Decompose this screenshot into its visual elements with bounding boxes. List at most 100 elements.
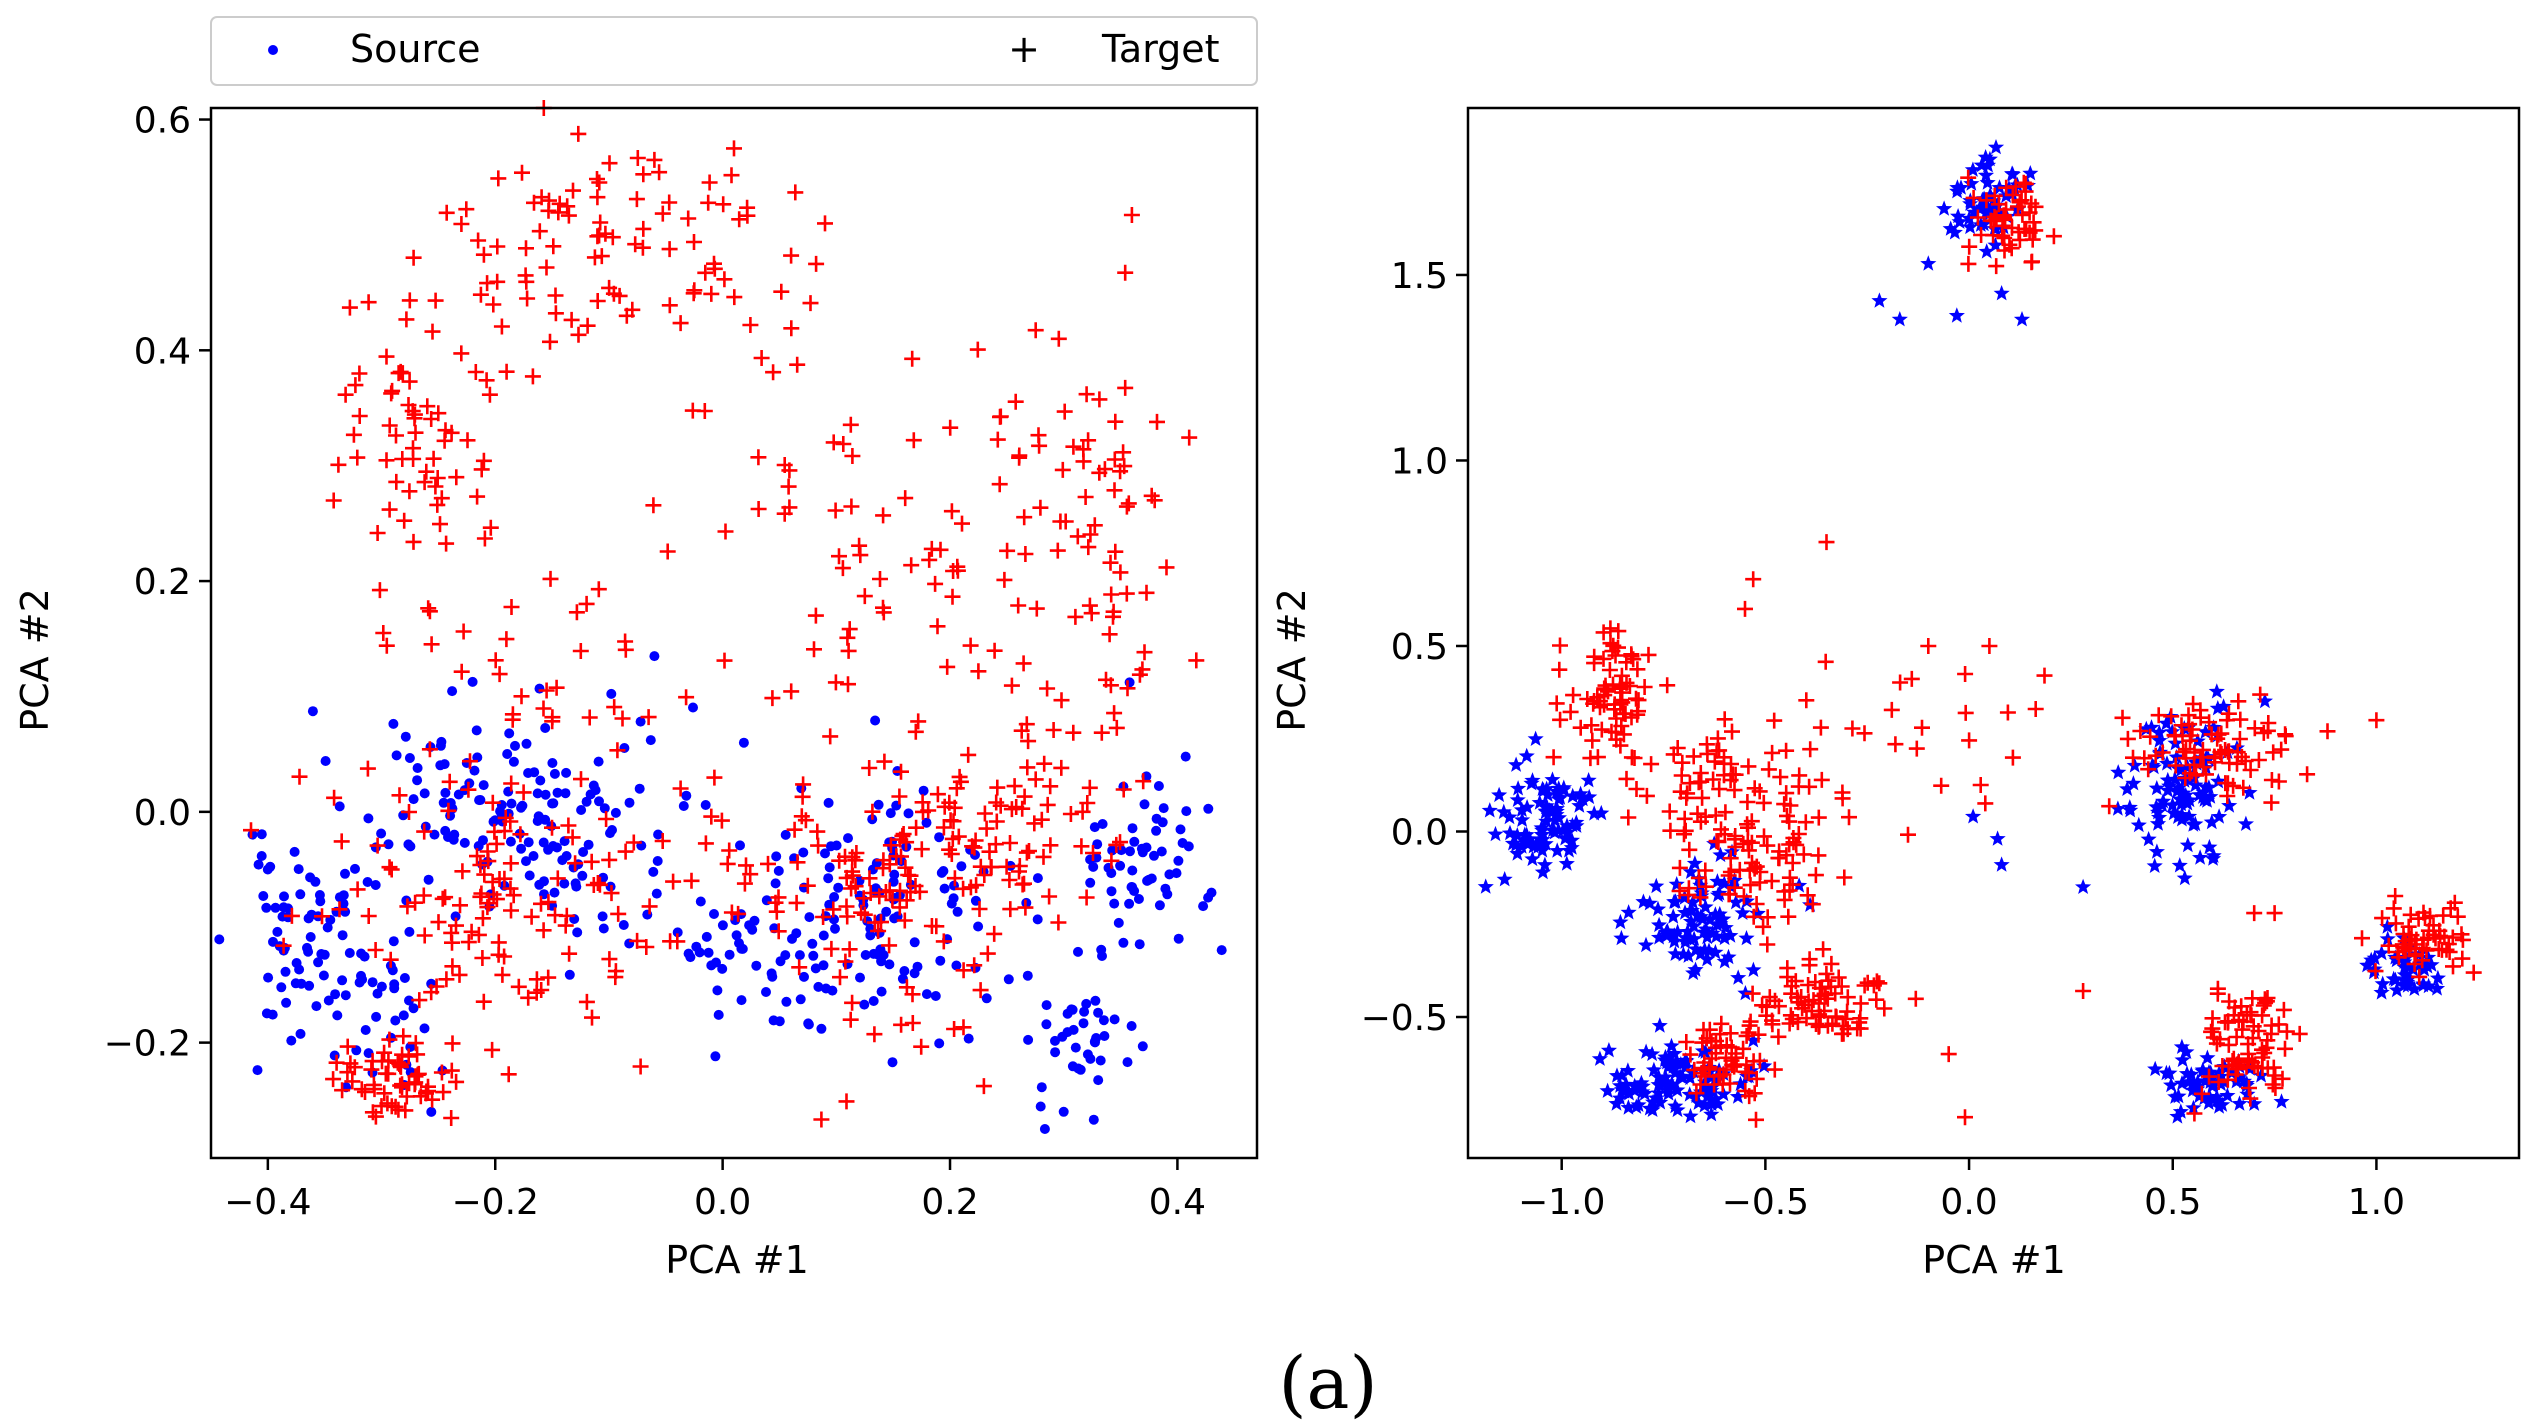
left-source-point — [820, 848, 830, 859]
left-xtick-label: 0.4 — [1149, 1182, 1206, 1223]
right-source-point — [1686, 930, 1703, 946]
left-target-point — [432, 516, 448, 533]
left-target-point — [870, 923, 887, 939]
left-target-point — [1002, 835, 1018, 851]
right-source-point — [2429, 969, 2446, 986]
left-target-point — [381, 417, 398, 434]
right-source-point — [1546, 824, 1563, 840]
right-source-point — [1574, 790, 1591, 807]
right-target-point — [1745, 571, 1762, 588]
left-source-point — [860, 950, 871, 960]
right-source-point — [1727, 894, 1744, 910]
right-source-point — [1697, 1043, 1714, 1059]
left-target-point — [1101, 626, 1118, 643]
right-target-point — [2226, 999, 2243, 1016]
right-source-point — [2109, 800, 2126, 816]
right-target-point — [1720, 867, 1737, 884]
left-target-point — [502, 855, 519, 872]
left-source-point — [709, 909, 719, 919]
right-target-point — [1751, 874, 1768, 891]
right-source-point — [2210, 773, 2227, 789]
left-target-point — [326, 789, 343, 806]
left-source-point — [314, 890, 325, 900]
right-source-point — [1501, 808, 1518, 825]
right-source-point — [1538, 813, 1555, 829]
left-target-point — [1041, 888, 1058, 905]
right-target-point — [1887, 736, 1904, 753]
right-source-point — [1481, 802, 1498, 818]
left-target-point — [1077, 489, 1094, 505]
left-source-point — [404, 995, 414, 1006]
left-source-point — [289, 846, 300, 857]
left-target-point — [416, 474, 433, 491]
left-source-point — [502, 749, 513, 759]
right-target-point — [2454, 950, 2471, 967]
left-target-point — [487, 652, 504, 669]
right-axes: −1.0 −0.5 0.0 0.5 1.0−0.50.00.51.01.5 — [1361, 106, 2521, 1223]
right-target-point — [1981, 638, 1998, 654]
right-target-point — [1957, 1109, 1973, 1126]
right-target-point — [2163, 708, 2180, 725]
right-target-point — [2201, 1068, 2217, 1085]
left-source-point — [294, 964, 305, 975]
left-target-point — [481, 386, 498, 403]
right-target-point — [2263, 772, 2280, 788]
left-target-point — [360, 294, 377, 311]
left-target-point — [807, 607, 824, 624]
left-target-point — [378, 348, 395, 365]
left-target-point — [1026, 815, 1043, 832]
left-target-point — [474, 910, 491, 927]
right-target-point — [1766, 1061, 1783, 1078]
right-source-point — [1564, 787, 1581, 804]
right-source-point — [2188, 755, 2205, 771]
left-target-point — [750, 449, 767, 466]
left-target-point — [1011, 447, 1028, 464]
right-target-point — [2007, 178, 2024, 195]
left-axes: −0.4 −0.2 0.0 0.2 0.4−0.20.00.20.40.6 — [104, 101, 1259, 1223]
left-target-point — [1017, 546, 1034, 562]
left-target-point — [838, 1093, 855, 1110]
left-target-point — [1039, 796, 1056, 813]
left-source-point — [276, 982, 287, 993]
right-source-point — [1504, 835, 1522, 851]
figure-caption: (a) — [1278, 1341, 1377, 1425]
left-source-point — [825, 841, 836, 852]
right-target-point — [1794, 1000, 1811, 1017]
right-source-point — [2148, 798, 2165, 814]
right-source-point — [2205, 719, 2222, 735]
right-target-point — [1716, 749, 1732, 766]
left-source-point — [735, 840, 745, 851]
left-target-point — [485, 296, 502, 313]
left-target-point — [1135, 773, 1152, 790]
left-source-point — [508, 756, 519, 767]
left-source-point — [803, 1018, 814, 1029]
left-target-point — [593, 248, 610, 265]
left-target-point — [378, 452, 395, 469]
right-source-point — [2420, 949, 2437, 965]
left-target-point — [1003, 801, 1020, 818]
left-target-point — [568, 604, 585, 621]
legend-source-label: Source — [350, 27, 481, 71]
left-target-point — [999, 542, 1016, 559]
left-source-point — [701, 931, 712, 942]
left-source-point — [261, 902, 272, 913]
right-target-point — [1679, 785, 1696, 802]
left-target-point — [531, 223, 548, 240]
right-source-point — [1608, 1067, 1625, 1083]
right-target-point — [1678, 1034, 1695, 1050]
left-source-point — [767, 971, 778, 982]
left-target-point — [1073, 838, 1090, 855]
left-target-point — [840, 676, 856, 693]
right-source-point — [2178, 1043, 2195, 1059]
right-target-point — [1827, 1008, 1844, 1025]
right-target-point — [2274, 1070, 2291, 1087]
left-source-point — [1153, 781, 1164, 791]
left-target-point — [472, 857, 489, 873]
right-source-point — [2151, 809, 2168, 825]
left-target-point — [589, 171, 605, 187]
right-source-point — [2184, 1082, 2201, 1098]
left-source-point — [1068, 1024, 1079, 1035]
left-target-point — [939, 658, 956, 675]
left-target-point — [875, 852, 892, 869]
right-source-point — [2119, 780, 2136, 796]
